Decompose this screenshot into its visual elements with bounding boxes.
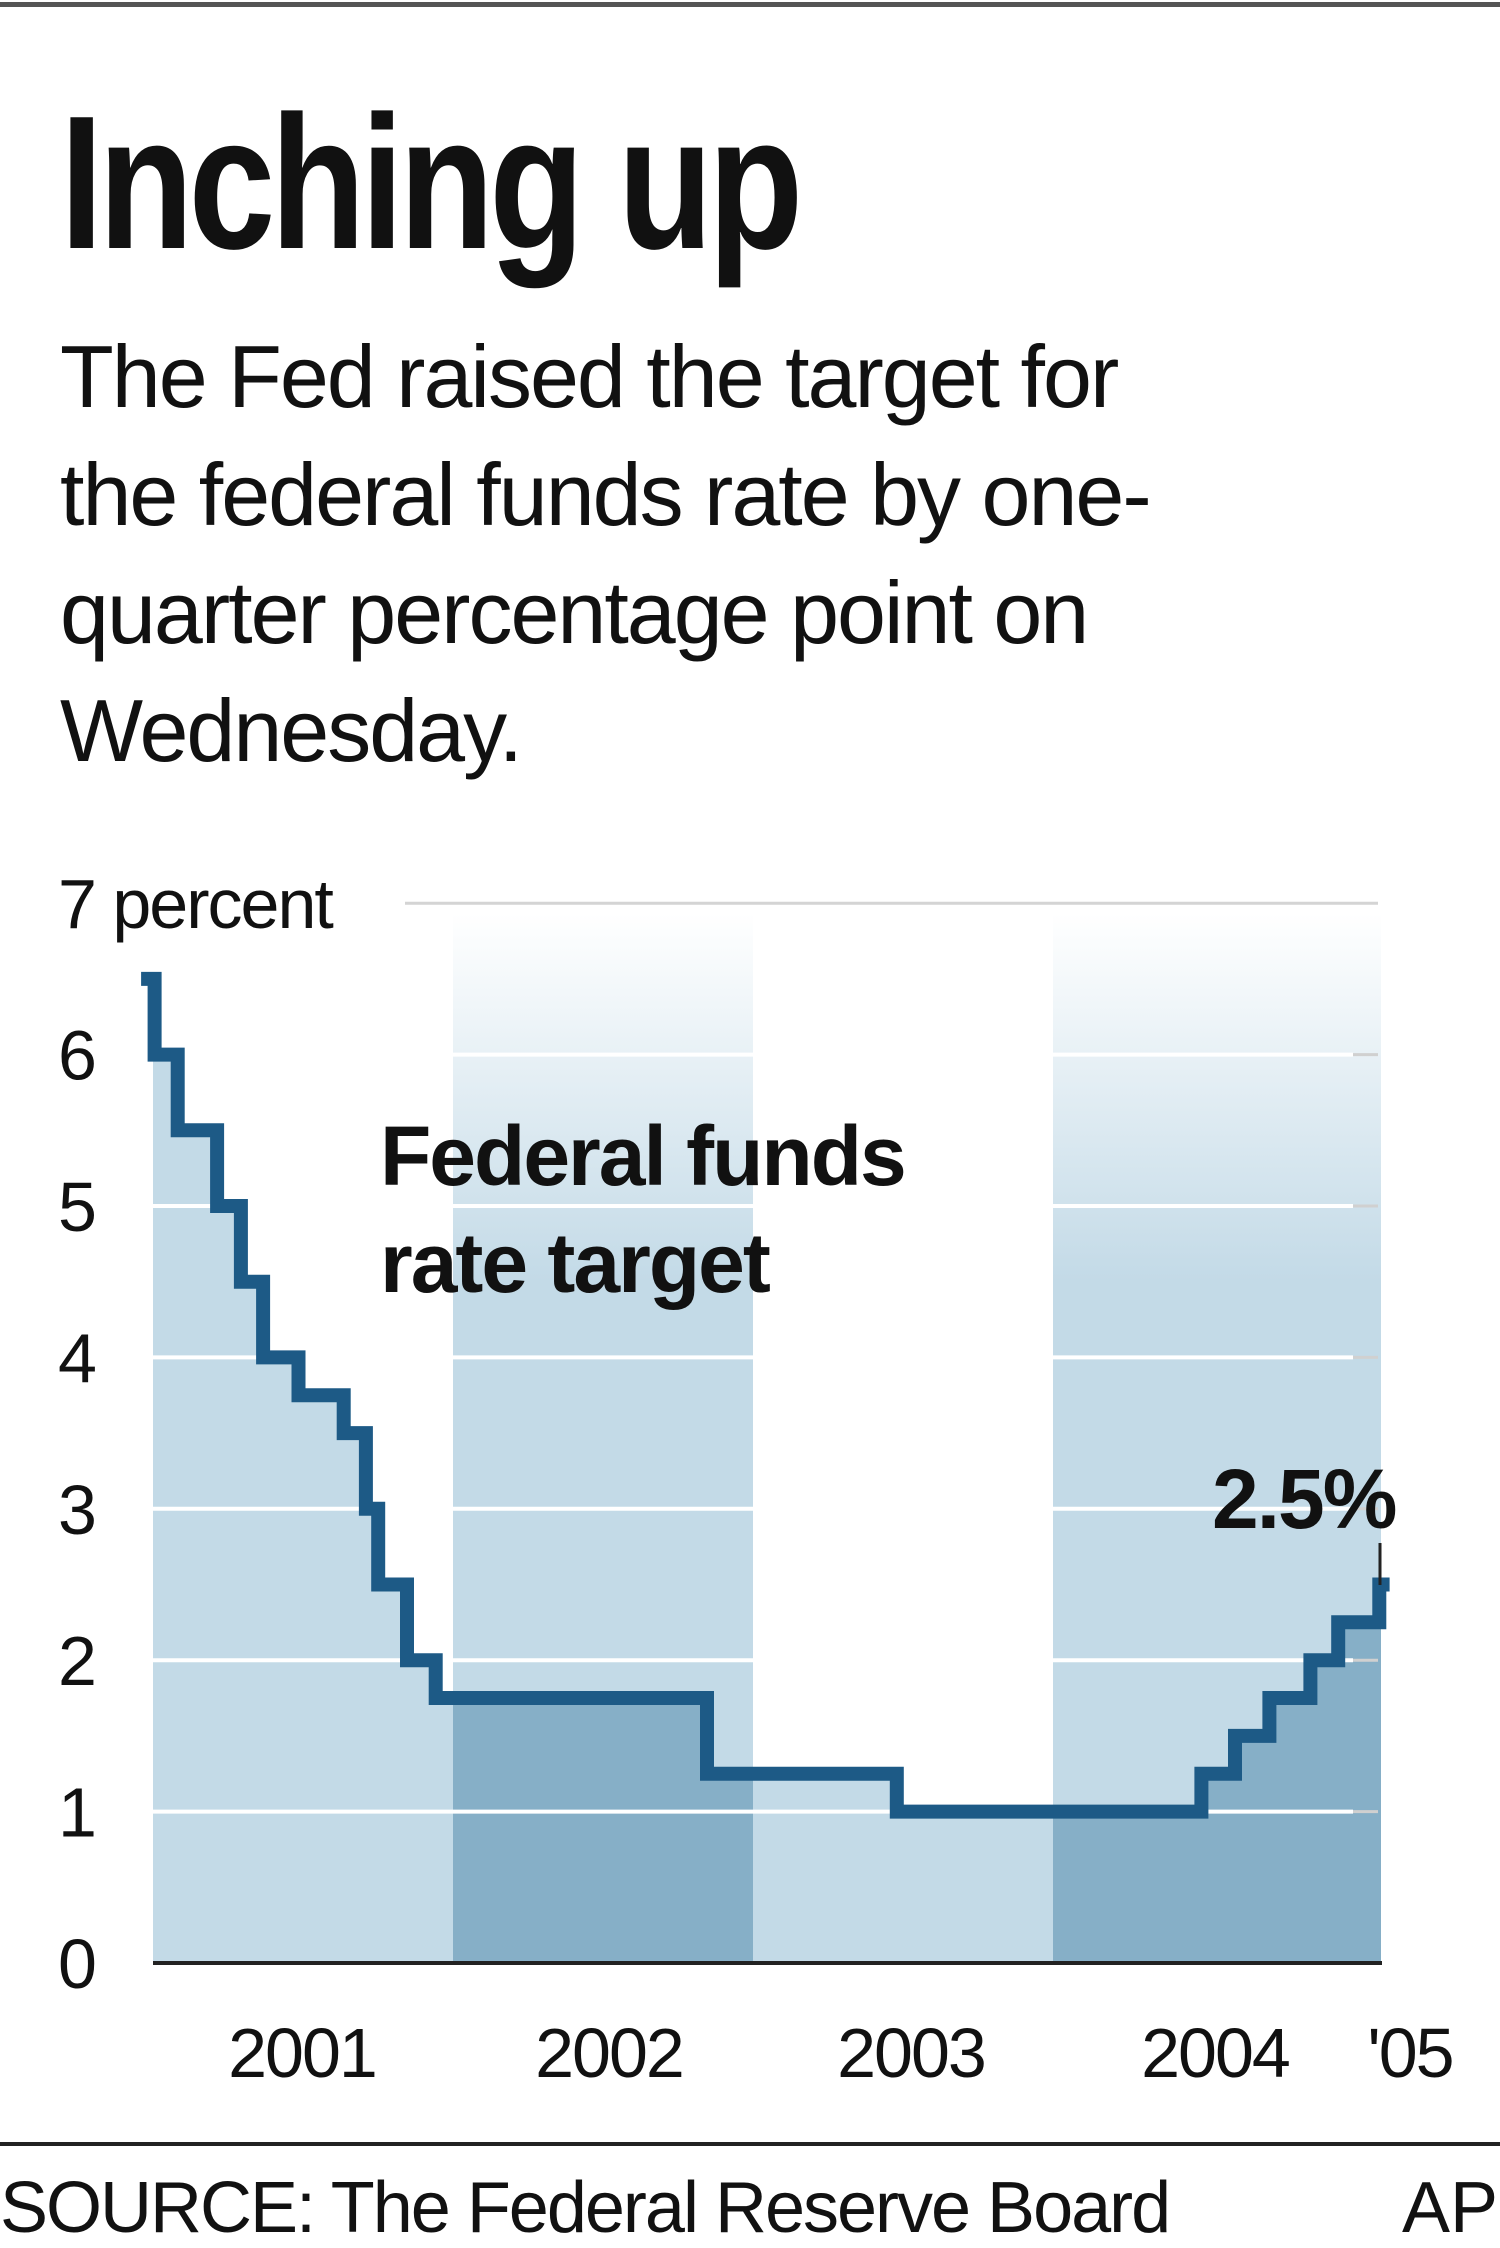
subtitle-line: quarter percentage point on [60,563,1089,662]
y-tick-label: 1 [58,1774,95,1852]
series-label-line: Federal funds [380,1109,905,1203]
y-tick-label: 0 [58,1925,95,2003]
x-tick-label: 2004 [1141,2014,1289,2092]
x-axis-ticks: 2001 2002 2003 2004 '05 [228,2014,1454,2092]
series-line-federal-funds-rate [141,971,1390,1819]
y-tick-label: 5 [58,1168,95,1246]
y-axis-ticks: 0 1 2 3 4 5 6 7 percent [58,865,335,2003]
x-tick-label: 2002 [535,2014,683,2092]
top-rule [0,2,1500,7]
y-tick-label: 7 percent [58,865,333,943]
credit: AP [1401,2168,1498,2248]
year-band-under-line [153,978,453,1963]
y-tick-label: 4 [58,1319,95,1397]
y-tick-label: 2 [58,1622,95,1700]
subtitle-line: Wednesday. [60,681,523,780]
bottom-rule [0,2142,1500,2146]
source-note: SOURCE: The Federal Reserve Board [0,2168,1171,2248]
end-value-label: 2.5% [1212,1452,1396,1546]
y-tick-label: 6 [58,1017,95,1095]
chart-subtitle: The Fed raised the target for the federa… [60,318,1460,790]
chart-title: Inching up [60,77,803,289]
x-tick-label: 2001 [228,2014,376,2092]
series-label-line: rate target [380,1216,770,1310]
x-tick-label: '05 [1367,2014,1452,2092]
y-tick-label: 3 [58,1471,95,1549]
x-tick-label: 2003 [837,2014,985,2092]
subtitle-line: The Fed raised the target for [60,327,1119,426]
subtitle-line: the federal funds rate by one- [60,445,1152,544]
